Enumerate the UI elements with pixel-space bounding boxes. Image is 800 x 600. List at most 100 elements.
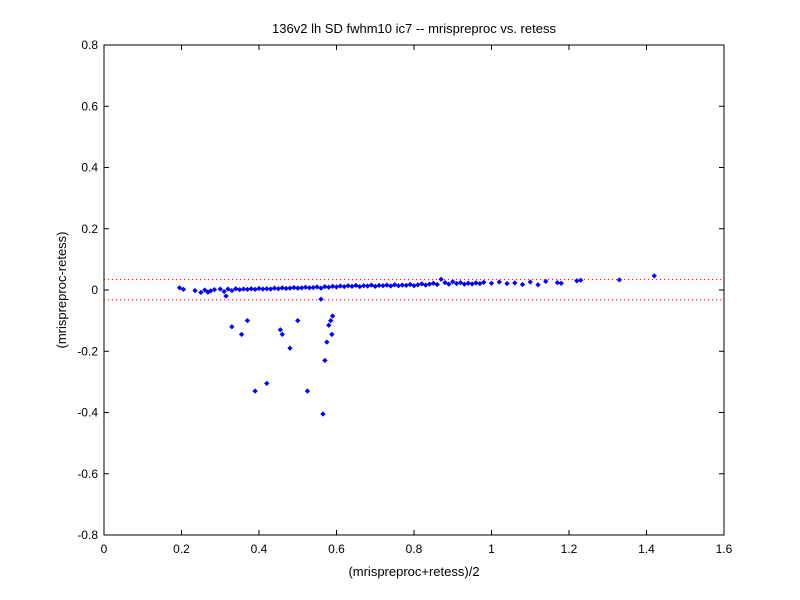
data-point <box>577 277 584 283</box>
data-point <box>391 282 398 288</box>
data-point <box>229 323 235 330</box>
data-point <box>616 277 623 283</box>
data-point <box>329 331 335 338</box>
data-point <box>279 285 286 291</box>
data-point <box>527 279 534 285</box>
x-tick-label: 0.4 <box>251 542 268 556</box>
data-point <box>325 322 332 328</box>
y-tick-label: -0.4 <box>77 406 98 420</box>
data-point <box>320 411 326 417</box>
data-point <box>294 317 301 324</box>
data-point <box>418 281 425 287</box>
data-point <box>542 278 549 285</box>
scatter-points <box>176 273 658 417</box>
data-point <box>240 286 247 292</box>
data-point <box>252 388 258 394</box>
data-point <box>480 279 487 286</box>
data-point <box>291 284 297 291</box>
data-point <box>327 317 334 324</box>
data-point <box>283 285 289 292</box>
data-point <box>221 288 227 295</box>
axis-ticks <box>103 44 725 536</box>
y-tick-label: -0.6 <box>77 467 98 481</box>
x-tick-label: 0.6 <box>328 542 345 556</box>
data-point <box>511 280 518 286</box>
data-point <box>407 281 413 288</box>
data-point <box>558 280 565 287</box>
data-point <box>345 282 351 289</box>
data-point <box>399 282 406 288</box>
y-tick-labels: 0.8 0.6 0.4 0.2 0 -0.2 -0.4 -0.6 -0.8 <box>77 38 98 542</box>
data-point <box>376 282 382 289</box>
data-point <box>322 283 328 290</box>
data-point <box>322 357 328 364</box>
data-point <box>438 276 444 283</box>
data-point <box>457 279 464 286</box>
data-point <box>473 280 479 286</box>
x-tick-label: 0.2 <box>173 542 190 556</box>
data-point <box>211 286 218 293</box>
data-point <box>360 282 367 289</box>
y-tick-label: -0.2 <box>77 344 98 358</box>
x-tick-label: 1.4 <box>638 542 655 556</box>
data-point <box>446 281 452 287</box>
x-tick-labels: 0 0.2 0.4 0.6 0.8 1 1.2 1.4 1.6 <box>101 542 733 556</box>
chart-title: 136v2 lh SD fwhm10 ic7 -- mrispreproc vs… <box>272 21 556 36</box>
data-point <box>248 286 255 292</box>
x-tick-label: 0.8 <box>406 542 423 556</box>
x-axis-label: (mrispreproc+retess)/2 <box>348 564 479 579</box>
y-tick-label: 0.2 <box>81 222 98 236</box>
y-tick-label: 0.4 <box>81 161 98 175</box>
y-tick-label: 0.6 <box>81 99 98 113</box>
data-point <box>434 281 441 288</box>
data-point <box>318 296 324 302</box>
data-point <box>225 286 231 292</box>
data-point <box>277 327 284 333</box>
data-point <box>263 380 270 387</box>
x-tick-label: 0 <box>101 542 108 556</box>
data-point <box>229 287 235 294</box>
x-tick-label: 1 <box>488 542 495 556</box>
data-point <box>329 283 336 290</box>
data-point <box>238 331 245 338</box>
data-point <box>201 287 208 293</box>
data-point <box>318 285 324 291</box>
data-point <box>176 285 183 291</box>
data-point <box>496 279 503 285</box>
data-point <box>198 289 204 296</box>
data-point <box>554 279 561 286</box>
data-point <box>442 279 448 286</box>
data-point <box>287 345 293 351</box>
data-point <box>651 273 658 279</box>
y-tick-label: 0 <box>91 283 98 297</box>
data-point <box>260 286 266 292</box>
data-point <box>488 280 495 287</box>
data-point <box>306 285 313 291</box>
data-point <box>256 285 262 292</box>
data-point <box>217 286 224 292</box>
data-point <box>384 282 390 288</box>
data-point <box>314 284 320 290</box>
x-tick-label: 1.2 <box>561 542 578 556</box>
data-point <box>192 287 198 294</box>
data-point <box>244 317 251 324</box>
data-point <box>294 285 301 291</box>
data-point <box>535 282 541 288</box>
data-point <box>465 280 472 287</box>
data-point <box>519 281 526 288</box>
data-point <box>271 285 278 291</box>
data-point <box>324 339 330 345</box>
y-tick-label: 0.8 <box>81 38 98 52</box>
data-point <box>302 284 309 290</box>
x-tick-label: 1.6 <box>716 542 733 556</box>
data-point <box>329 313 336 319</box>
data-point <box>304 388 311 394</box>
data-point <box>279 331 286 338</box>
data-point <box>232 286 239 292</box>
data-point <box>180 286 187 293</box>
data-point <box>449 278 456 285</box>
data-point <box>504 280 510 287</box>
y-axis-label: (mrispreproc-retess) <box>54 231 69 348</box>
data-point <box>353 282 359 289</box>
